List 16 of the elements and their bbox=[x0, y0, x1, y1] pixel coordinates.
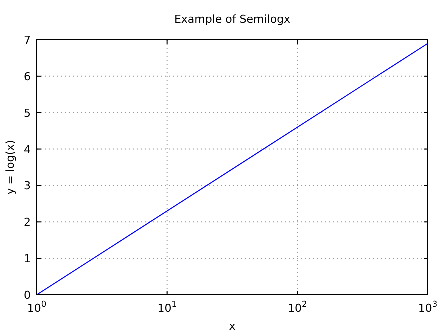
y-tick-label: 2 bbox=[24, 216, 31, 230]
chart-title: Example of Semilogx bbox=[174, 13, 292, 26]
y-tick-label: 6 bbox=[24, 70, 31, 84]
x-axis-title: x bbox=[229, 320, 236, 333]
x-tick-label: 10$^{0}$ bbox=[27, 299, 47, 315]
y-tick-label: 7 bbox=[24, 34, 31, 47]
y-axis-title: y = log(x) bbox=[4, 140, 17, 195]
y-tick-label: 0 bbox=[24, 289, 31, 302]
y-tick-label: 3 bbox=[24, 180, 31, 193]
x-tick-label: 10$^{2}$ bbox=[288, 299, 308, 315]
x-tick-label: 10$^{3}$ bbox=[418, 299, 438, 315]
line-series bbox=[37, 43, 428, 295]
x-tick-label: 10$^{1}$ bbox=[158, 299, 177, 315]
y-tick-label: 4 bbox=[24, 143, 31, 156]
y-tick-label: 5 bbox=[24, 106, 31, 120]
y-tick-label: 1 bbox=[24, 252, 31, 266]
